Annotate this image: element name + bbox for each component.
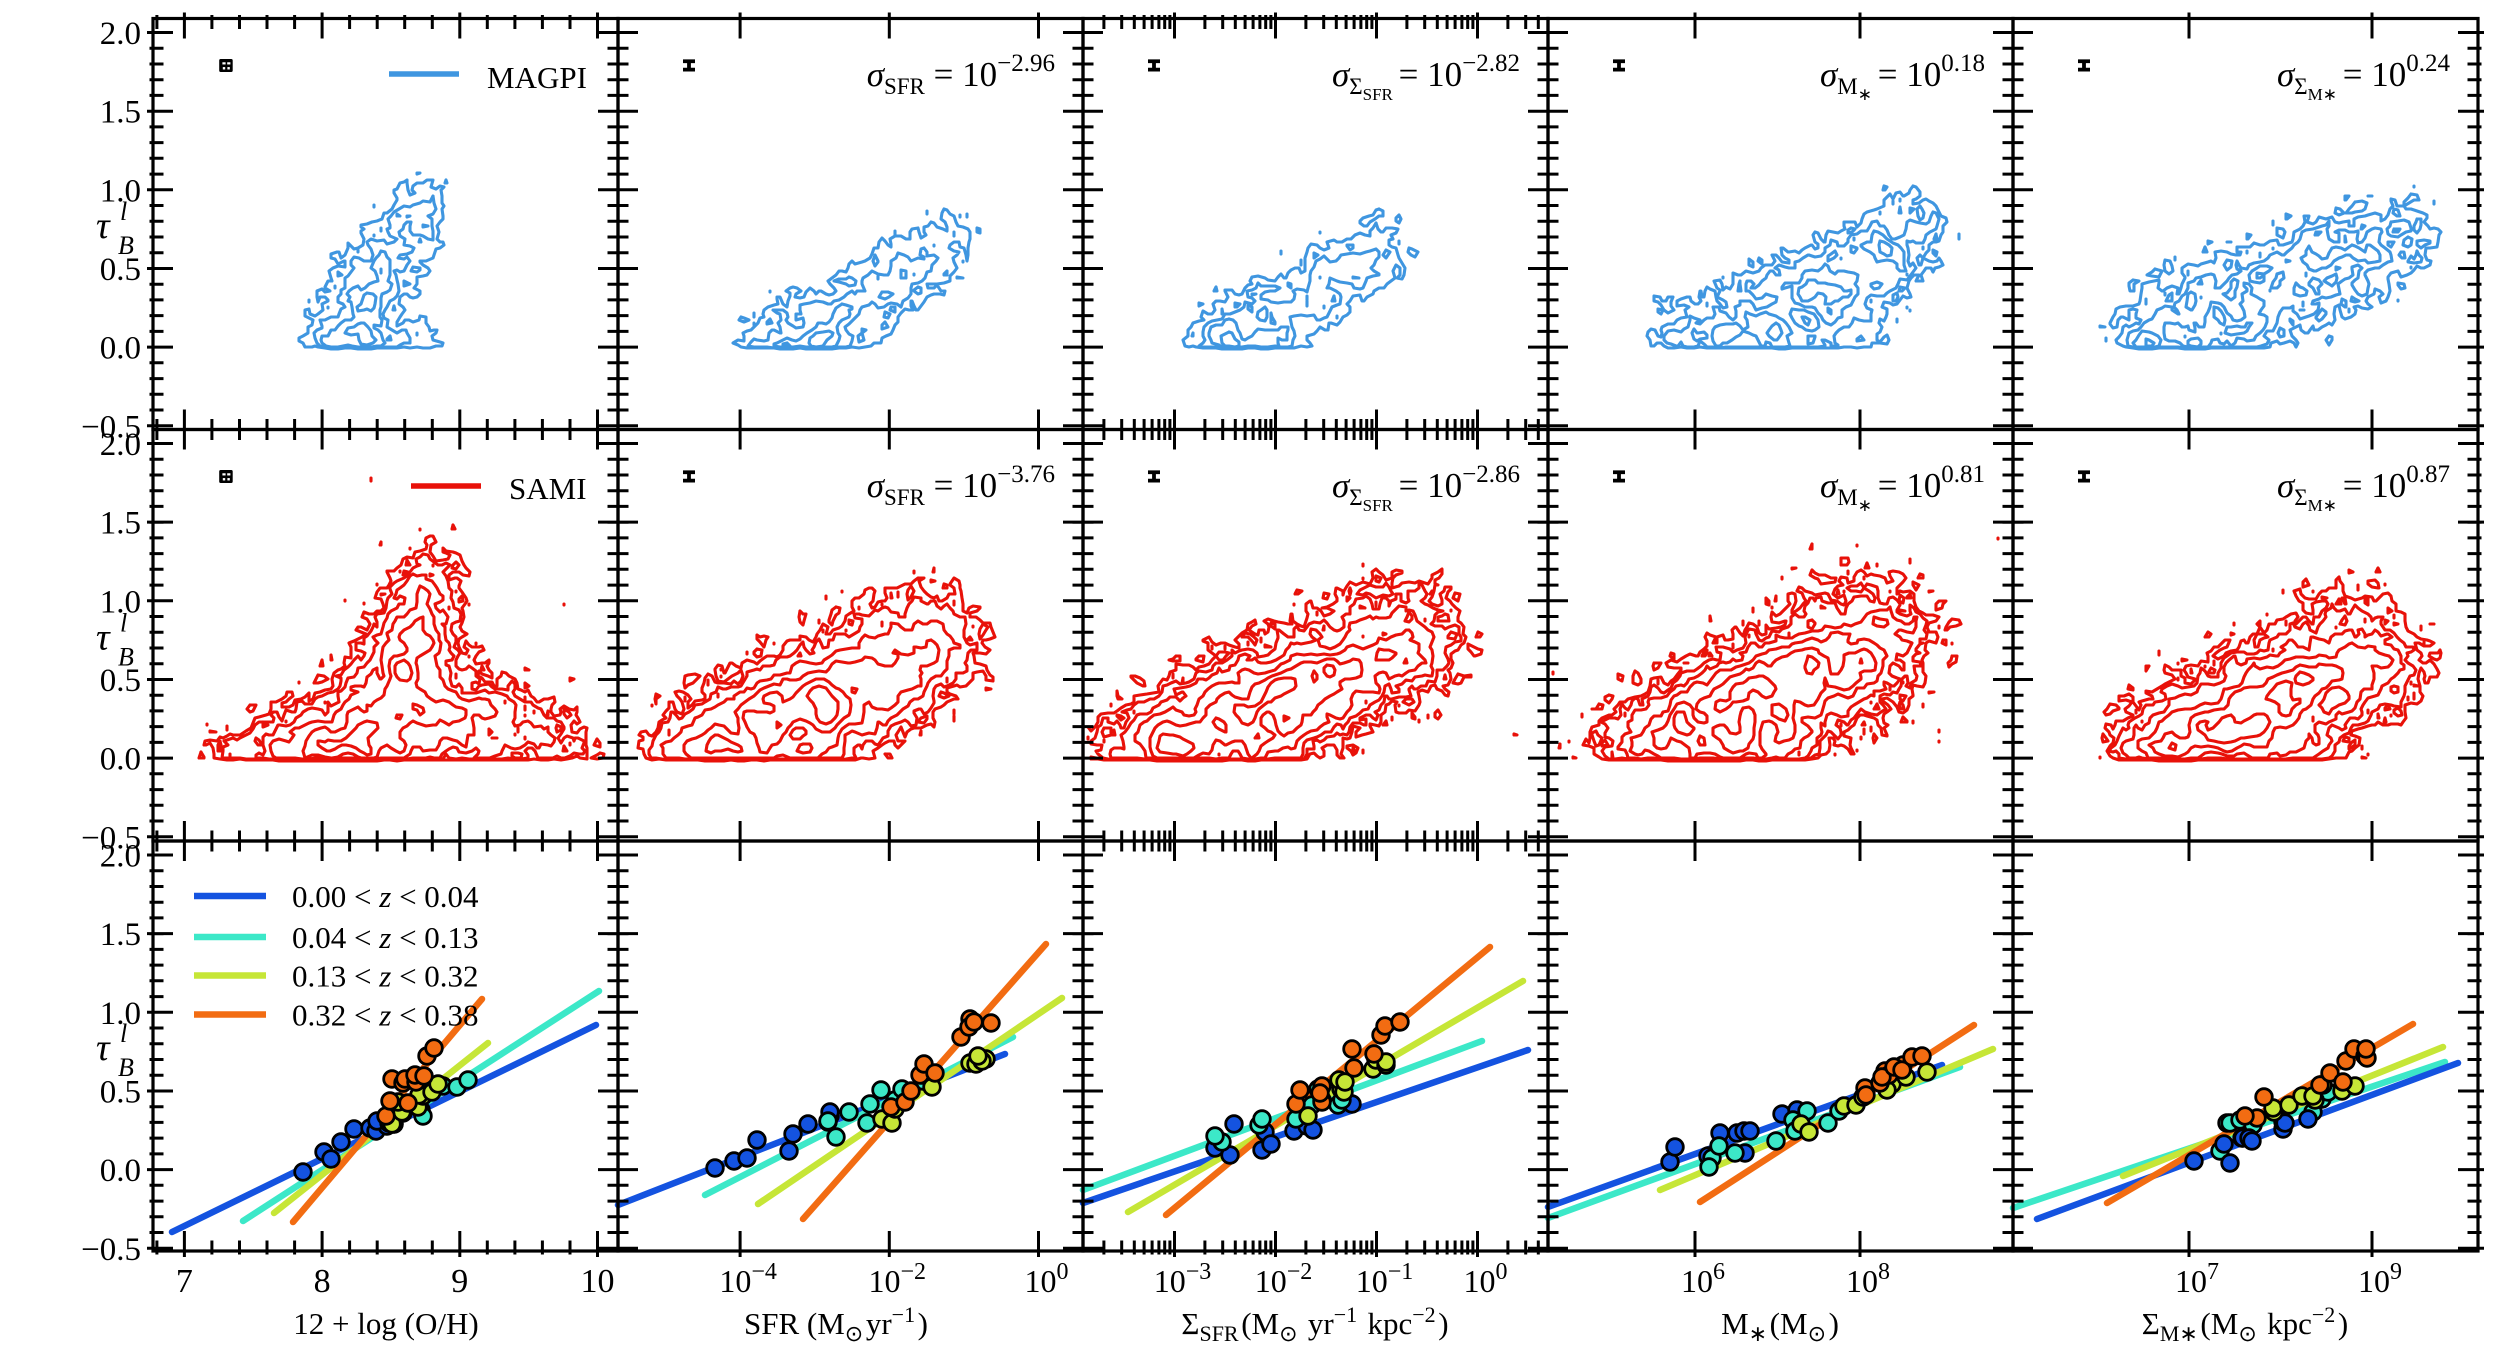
svg-text:−0.5: −0.5 xyxy=(81,1232,141,1268)
svg-text:−0.5: −0.5 xyxy=(81,820,141,856)
svg-text:B: B xyxy=(118,1053,134,1082)
svg-text:1.0: 1.0 xyxy=(100,584,141,620)
svg-text:2.0: 2.0 xyxy=(100,427,141,463)
svg-text:9: 9 xyxy=(451,1263,468,1300)
svg-text:τ: τ xyxy=(96,205,111,247)
svg-text:−0.5: −0.5 xyxy=(81,409,141,445)
svg-text:0.5: 0.5 xyxy=(100,663,141,699)
svg-text:B: B xyxy=(118,231,134,260)
svg-text:1.0: 1.0 xyxy=(100,996,141,1032)
svg-text:ΣSFR (M⊙ yr−1 kpc−2 ): ΣSFR (M⊙ yr−1 kpc−2 ) xyxy=(1181,1302,1448,1346)
svg-text:τ: τ xyxy=(96,1027,111,1069)
svg-text:0.32 < z < 0.38: 0.32 < z < 0.38 xyxy=(292,998,479,1033)
svg-text:0.0: 0.0 xyxy=(100,1153,141,1189)
svg-text:SAMI: SAMI xyxy=(509,471,587,506)
svg-text:109: 109 xyxy=(2358,1259,2402,1299)
svg-text:2.0: 2.0 xyxy=(100,839,141,875)
svg-text:0.5: 0.5 xyxy=(100,1074,141,1110)
svg-text:10−4: 10−4 xyxy=(719,1259,777,1299)
svg-text:1.0: 1.0 xyxy=(100,173,141,209)
svg-text:108: 108 xyxy=(1846,1259,1890,1299)
svg-text:8: 8 xyxy=(314,1263,331,1300)
svg-text:10: 10 xyxy=(581,1263,615,1300)
svg-text:1.5: 1.5 xyxy=(100,95,141,131)
svg-text:τ: τ xyxy=(96,616,111,658)
svg-text:0.0: 0.0 xyxy=(100,742,141,778)
svg-text:l: l xyxy=(120,1019,127,1048)
svg-text:0.00 < z < 0.04: 0.00 < z < 0.04 xyxy=(292,879,479,914)
svg-text:l: l xyxy=(120,608,127,637)
svg-text:0.04 < z < 0.13: 0.04 < z < 0.13 xyxy=(292,920,479,955)
svg-text:7: 7 xyxy=(176,1263,193,1300)
svg-text:B: B xyxy=(118,642,134,671)
svg-text:2.0: 2.0 xyxy=(100,16,141,52)
svg-text:0.0: 0.0 xyxy=(100,331,141,367)
svg-text:1.5: 1.5 xyxy=(100,506,141,542)
svg-text:0.5: 0.5 xyxy=(100,252,141,288)
svg-text:1.5: 1.5 xyxy=(100,917,141,953)
svg-text:σSFR = 10−2.96: σSFR = 10−2.96 xyxy=(867,50,1055,99)
svg-text:MAGPI: MAGPI xyxy=(487,60,587,95)
svg-text:σSFR = 10−3.76: σSFR = 10−3.76 xyxy=(867,461,1055,510)
svg-text:12 + log (O/H): 12 + log (O/H) xyxy=(293,1306,478,1341)
svg-text:0.13 < z < 0.32: 0.13 < z < 0.32 xyxy=(292,959,479,994)
svg-text:l: l xyxy=(120,197,127,226)
